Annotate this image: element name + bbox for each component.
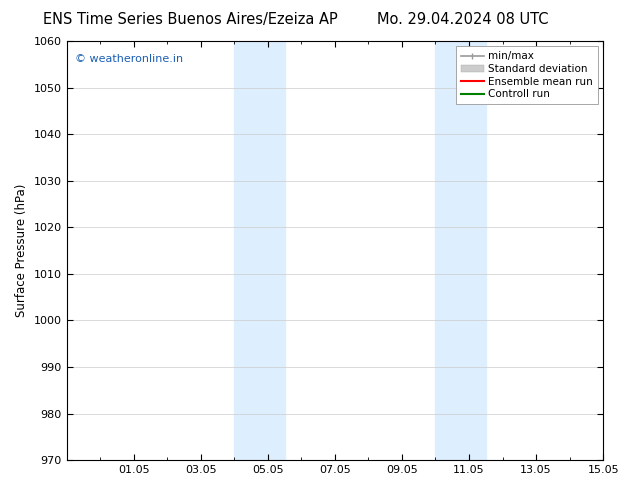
Legend: min/max, Standard deviation, Ensemble mean run, Controll run: min/max, Standard deviation, Ensemble me… bbox=[456, 46, 598, 104]
Text: Mo. 29.04.2024 08 UTC: Mo. 29.04.2024 08 UTC bbox=[377, 12, 548, 27]
Text: © weatheronline.in: © weatheronline.in bbox=[75, 53, 183, 64]
Text: ENS Time Series Buenos Aires/Ezeiza AP: ENS Time Series Buenos Aires/Ezeiza AP bbox=[43, 12, 337, 27]
Bar bbox=[234, 41, 285, 460]
Y-axis label: Surface Pressure (hPa): Surface Pressure (hPa) bbox=[15, 184, 28, 318]
Bar bbox=[436, 41, 486, 460]
